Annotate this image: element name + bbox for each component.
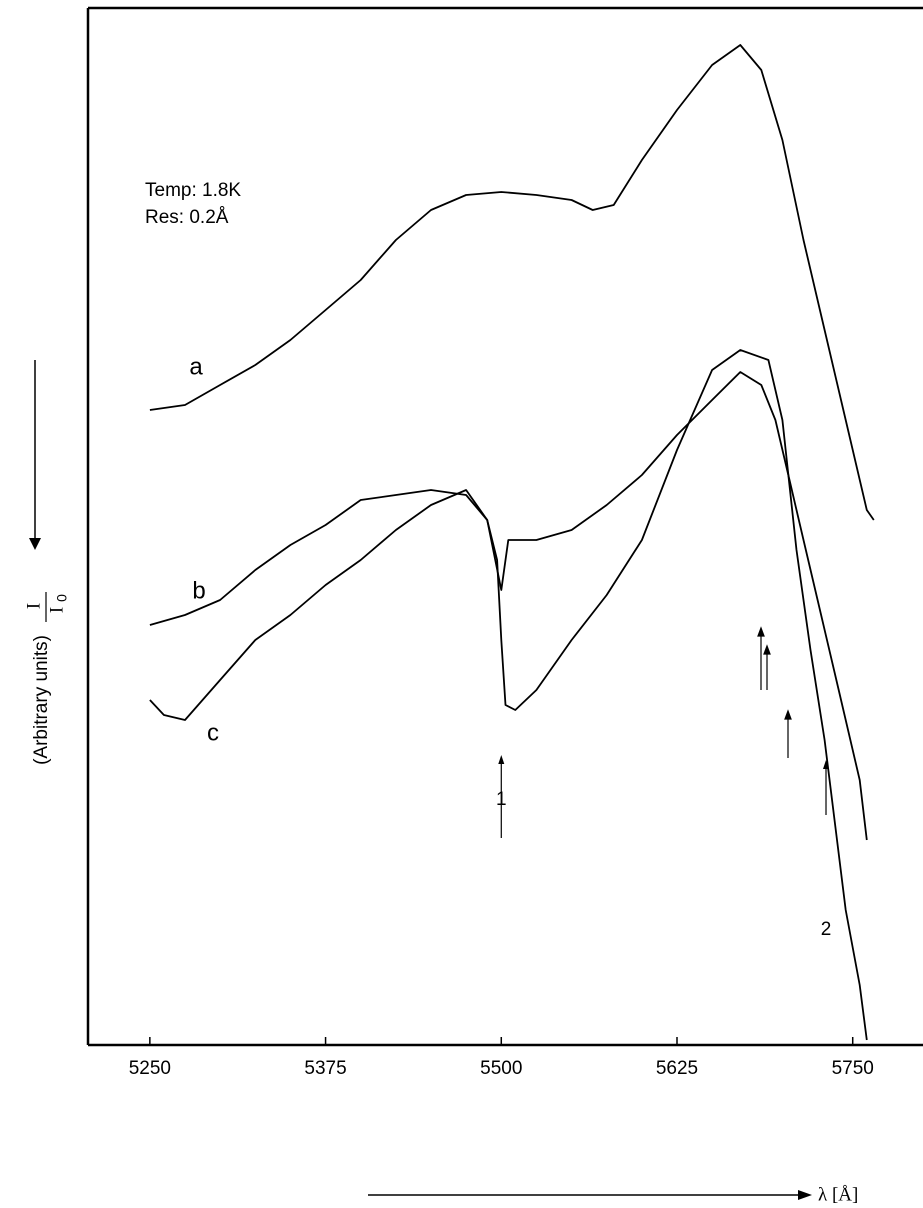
marker-arrow-head bbox=[823, 760, 830, 769]
x-tick-label: 5500 bbox=[480, 1058, 522, 1079]
y-label: (Arbitrary units) bbox=[31, 635, 52, 765]
series-label: c bbox=[207, 719, 219, 746]
marker-label: 1 bbox=[496, 789, 507, 810]
spectrum-line bbox=[149, 349, 868, 1041]
x-tick-label: 5375 bbox=[304, 1058, 346, 1079]
small-arrows bbox=[757, 626, 792, 758]
x-arrow-head bbox=[798, 1190, 812, 1200]
annotation: Temp: 1.8K bbox=[145, 180, 241, 201]
y-arrow-head bbox=[29, 538, 41, 550]
marker-arrow-head bbox=[498, 755, 505, 764]
series-label: a bbox=[189, 353, 203, 380]
series-label: b bbox=[192, 577, 205, 604]
x-tick-label: 5625 bbox=[656, 1058, 698, 1079]
marker-label: 2 bbox=[821, 919, 832, 940]
x-tick-label: 5250 bbox=[129, 1058, 171, 1079]
spectrum-line bbox=[149, 371, 868, 841]
x-tick-label: 5750 bbox=[832, 1058, 874, 1079]
y-label-subscript: 0 bbox=[54, 594, 70, 602]
y-label-denominator: I bbox=[46, 607, 67, 613]
annotation: Res: 0.2Å bbox=[145, 207, 229, 228]
y-label-numerator: I bbox=[23, 603, 44, 609]
spectrum-line bbox=[149, 44, 875, 521]
x-label: λ [Å] bbox=[818, 1184, 858, 1205]
